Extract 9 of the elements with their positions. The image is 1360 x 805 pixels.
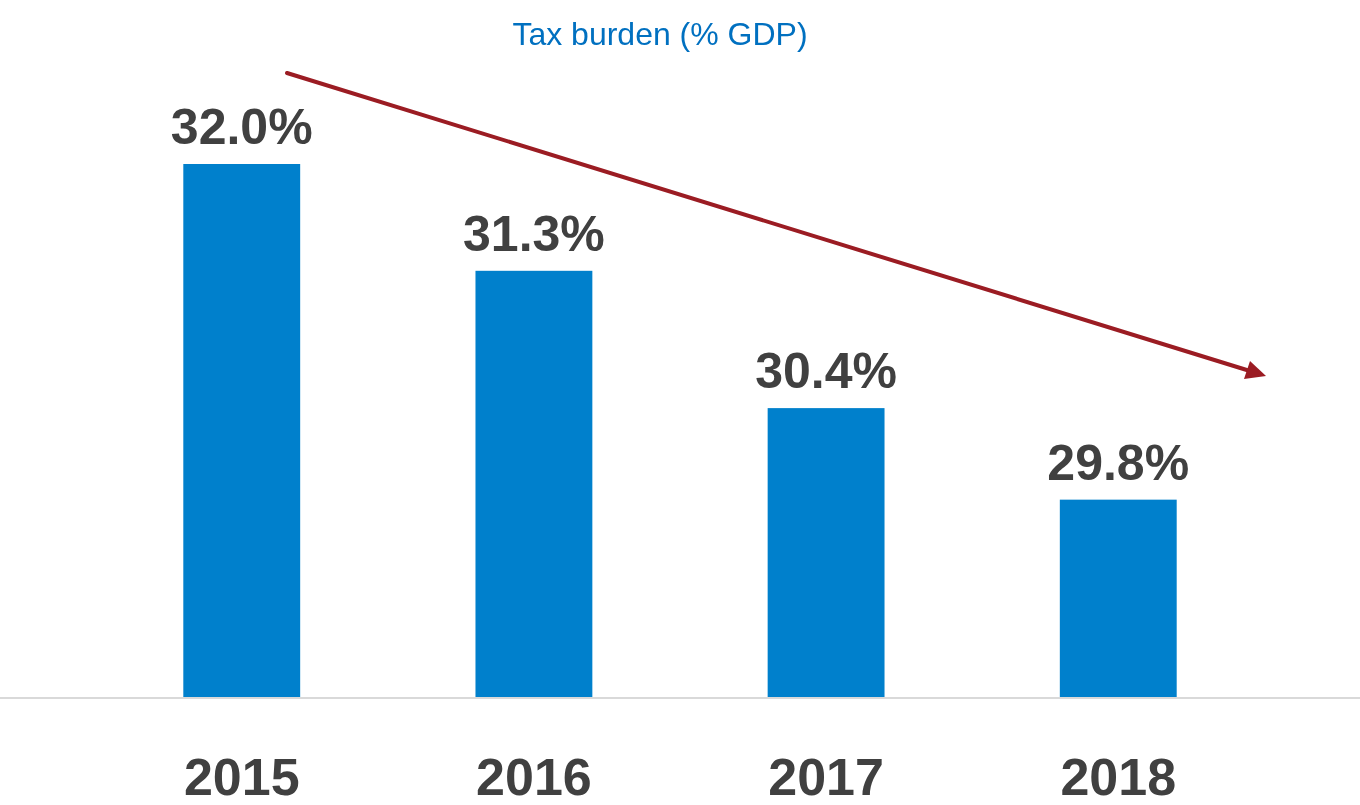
x-tick-label: 2018	[1060, 748, 1177, 805]
x-tick-label: 2016	[476, 748, 592, 805]
data-label: 32.0%	[170, 99, 313, 155]
chart-title: Tax burden (% GDP)	[512, 16, 808, 52]
data-label: 30.4%	[755, 343, 897, 400]
data-label: 29.8%	[1047, 434, 1190, 491]
x-tick-label: 2015	[183, 748, 300, 805]
data-label: 31.3%	[463, 205, 605, 262]
x-tick-label: 2017	[768, 748, 884, 805]
